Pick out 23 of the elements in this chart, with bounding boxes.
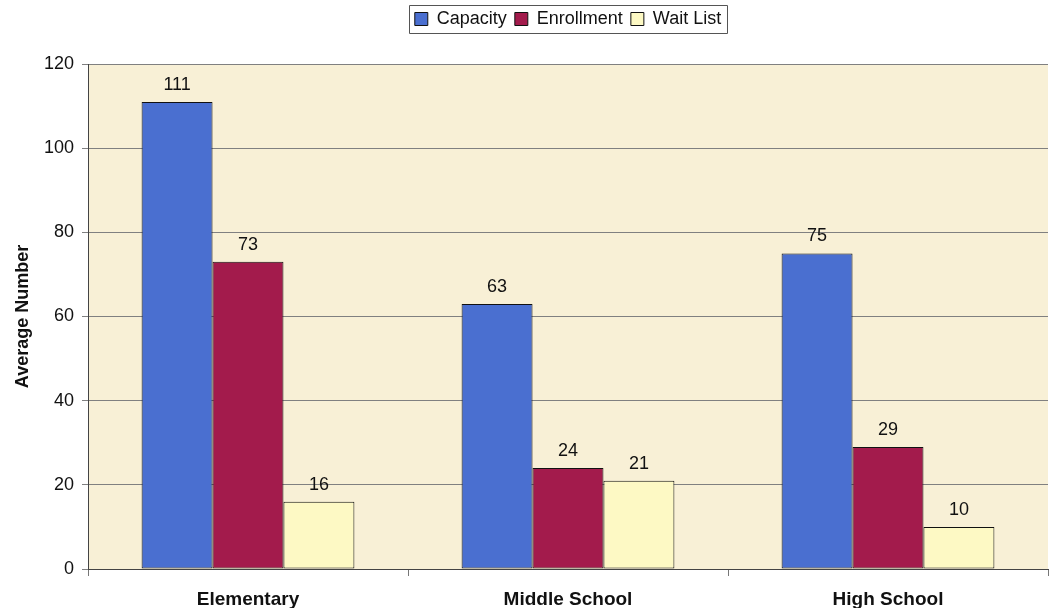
- y-tick-label: 20: [53, 473, 74, 494]
- data-label: 75: [807, 225, 828, 246]
- y-tick-label: 80: [53, 221, 74, 242]
- data-label: 73: [237, 233, 259, 254]
- data-label: 63: [487, 275, 508, 296]
- y-tick-label: 0: [63, 557, 74, 578]
- legend-label: Wait List: [652, 7, 722, 28]
- data-label: 10: [948, 498, 969, 519]
- data-label: 21: [628, 452, 649, 473]
- y-tick-label: 40: [53, 389, 74, 410]
- y-tick-label: 100: [43, 137, 74, 158]
- data-label: 29: [877, 418, 899, 439]
- data-label: 16: [308, 473, 329, 494]
- y-axis-title: Average Number: [11, 244, 32, 389]
- x-tick-label: Elementary: [196, 587, 300, 609]
- data-label: 24: [557, 439, 579, 460]
- y-tick-label: 120: [43, 52, 74, 73]
- y-tick-label: 60: [53, 305, 74, 326]
- legend-label: Enrollment: [536, 7, 623, 28]
- x-tick-label: Middle School: [503, 587, 633, 609]
- x-tick-label: High School: [832, 587, 944, 609]
- legend-label: Capacity: [436, 7, 507, 28]
- data-label: 111: [163, 73, 191, 94]
